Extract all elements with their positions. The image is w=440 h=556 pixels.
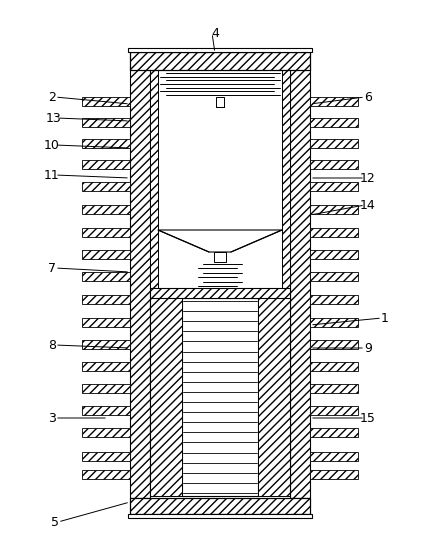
Bar	[310, 384, 358, 393]
Bar	[310, 318, 358, 327]
Text: 12: 12	[360, 171, 376, 185]
Bar	[130, 52, 310, 70]
Bar	[282, 70, 290, 293]
Bar	[82, 295, 130, 304]
Text: 2: 2	[48, 91, 56, 103]
Bar	[82, 205, 130, 214]
Bar	[150, 70, 158, 293]
Bar	[310, 406, 358, 415]
Text: 5: 5	[51, 515, 59, 529]
Bar	[182, 298, 258, 496]
Bar	[82, 340, 130, 349]
Bar	[310, 97, 358, 106]
Bar	[128, 514, 312, 518]
Text: 4: 4	[211, 27, 219, 39]
Bar	[310, 228, 358, 237]
Bar	[290, 68, 310, 498]
Text: 13: 13	[46, 112, 62, 125]
Text: 15: 15	[360, 411, 376, 424]
Text: 11: 11	[44, 168, 60, 181]
Bar	[150, 288, 290, 298]
Bar	[82, 362, 130, 371]
Bar	[82, 160, 130, 169]
Bar	[82, 272, 130, 281]
Bar	[310, 362, 358, 371]
Bar	[82, 118, 130, 127]
Bar	[310, 182, 358, 191]
Bar	[82, 406, 130, 415]
Text: 3: 3	[48, 411, 56, 424]
Bar	[82, 452, 130, 461]
Bar	[310, 272, 358, 281]
Bar	[310, 205, 358, 214]
Bar	[310, 160, 358, 169]
Bar	[310, 452, 358, 461]
Bar	[82, 470, 130, 479]
Text: 9: 9	[364, 341, 372, 355]
Bar	[310, 470, 358, 479]
Bar	[82, 384, 130, 393]
Bar	[82, 428, 130, 437]
Polygon shape	[158, 230, 282, 252]
Bar	[130, 68, 150, 498]
Bar	[310, 250, 358, 259]
Bar	[130, 498, 310, 514]
Bar	[310, 428, 358, 437]
Text: 1: 1	[381, 311, 389, 325]
Bar	[214, 252, 226, 262]
Bar	[150, 298, 182, 496]
Bar	[82, 228, 130, 237]
Bar	[128, 48, 312, 52]
Bar	[158, 107, 282, 230]
Bar	[310, 139, 358, 148]
Bar	[82, 318, 130, 327]
Text: 14: 14	[360, 198, 376, 211]
Text: 10: 10	[44, 138, 60, 151]
Bar	[82, 250, 130, 259]
Text: 6: 6	[364, 91, 372, 103]
Text: 7: 7	[48, 261, 56, 275]
Bar	[82, 182, 130, 191]
Bar	[310, 295, 358, 304]
Bar	[82, 97, 130, 106]
Bar	[82, 139, 130, 148]
Bar	[310, 340, 358, 349]
Bar	[216, 97, 224, 107]
Text: 8: 8	[48, 339, 56, 351]
Bar	[258, 298, 290, 496]
Bar	[310, 118, 358, 127]
Bar	[150, 70, 290, 293]
